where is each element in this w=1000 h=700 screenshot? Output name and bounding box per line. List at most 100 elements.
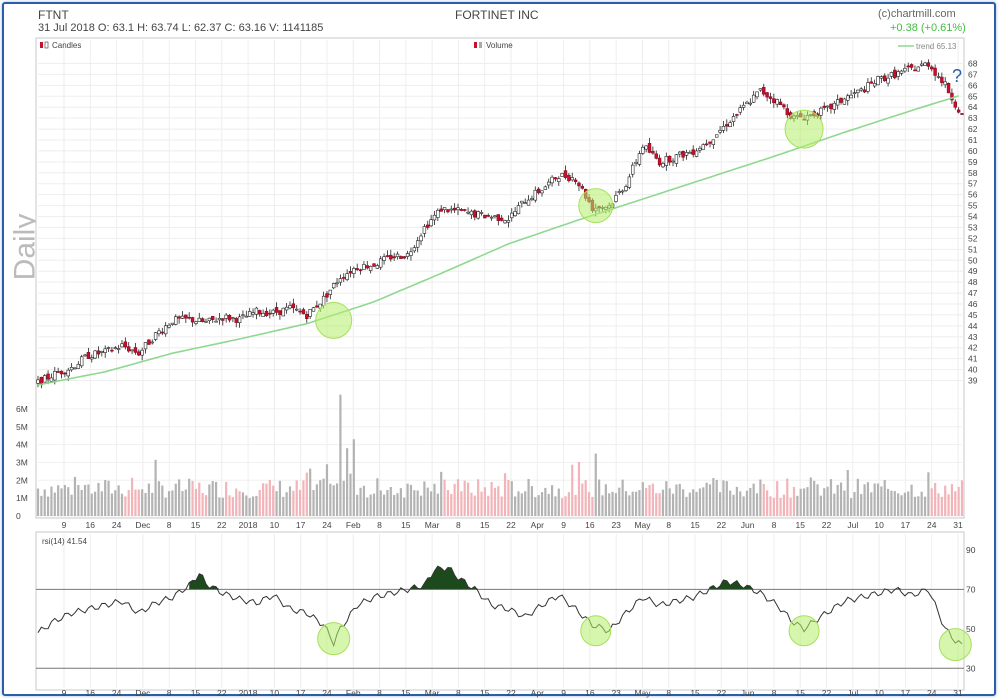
price-tick-label: 39 [968,376,978,386]
highlight-circle [580,615,612,647]
candle-down [725,124,729,127]
volume-bar [759,479,762,516]
volume-bar [57,485,60,516]
rsi-x-tick-label: 22 [717,688,727,698]
candle-up [859,88,863,91]
volume-bar [796,495,799,516]
candle-up [748,102,753,105]
volume-bar [90,493,93,516]
rsi-x-tick-label: Dec [135,688,151,698]
volume-bar [352,439,355,516]
candle-up [271,309,275,314]
candle-up [688,152,692,154]
candle-down [768,96,773,99]
volume-bar [282,496,285,516]
volume-bar [608,493,611,516]
candle-up [456,207,460,211]
volume-bar [70,494,73,516]
volume-bar [540,492,544,516]
candle-up [244,315,249,318]
candle-up [721,125,726,131]
candle-up [335,282,339,285]
volume-bar [389,486,392,516]
volume-bar [272,485,275,516]
volume-bar [214,481,218,516]
volume-bar [782,494,786,516]
candle-up [295,308,299,311]
candle-down [473,210,477,218]
candle-up [560,172,564,177]
volume-bar [251,496,255,516]
candle-up [442,207,447,211]
volume-bar [53,492,56,516]
rsi-x-tick-label: 8 [167,688,172,698]
highlight-circle [315,301,353,339]
volume-bar [668,488,671,516]
volume-bar [483,487,486,516]
candle-down [956,109,961,113]
candle-up [197,317,201,322]
volume-bar [900,495,903,516]
price-tick-label: 51 [968,244,978,254]
candle-down [909,64,914,68]
price-tick-label: 66 [968,80,978,90]
candle-up [36,379,40,384]
volume-bar [816,484,819,516]
candle-up [637,153,642,165]
candle-down [358,269,363,272]
volume-bar [863,484,866,516]
highlight-circle [578,188,614,224]
candle-down [577,182,581,187]
rsi-tick-label: 90 [966,545,976,555]
x-tick-label: 10 [270,520,280,530]
candle-up [923,62,927,66]
volume-bar [779,498,782,516]
x-tick-label: Feb [346,520,361,530]
volume-bar [406,483,409,516]
candle-up [76,364,81,369]
candle-up [503,220,507,224]
volume-bar [218,497,221,516]
candle-up [614,195,618,202]
volume-bar [490,481,493,516]
volume-tick-label: 0 [16,511,21,521]
rsi-indicator [37,565,972,662]
volume-bar [735,486,738,516]
volume-bar [729,490,732,516]
volume-bar [638,490,641,516]
candle-up [550,176,554,184]
rsi-x-tick-label: 24 [112,688,122,698]
volume-bar [910,484,913,516]
candle-up [879,76,884,79]
volume-bar [591,496,594,516]
rsi-x-tick-label: 8 [456,688,461,698]
candle-up [620,190,625,193]
volume-bar [530,486,534,516]
volume-bar [843,490,846,516]
volume-bar [100,491,103,516]
volume-bar [833,493,836,516]
candle-up [832,102,837,110]
candle-down [829,103,833,110]
rsi-x-tick-label: 22 [822,688,832,698]
volume-bar [601,495,604,516]
x-tick-label: Dec [135,520,151,530]
volume-bar [188,478,191,516]
candle-up [466,211,470,214]
candle-up [718,130,722,133]
rsi-x-tick-label: 16 [585,688,595,698]
candle-down [365,265,369,269]
volume-bar [46,496,50,516]
x-tick-label: 9 [561,520,566,530]
x-tick-label: 24 [112,520,122,530]
candle-down [913,69,917,72]
volume-bar [510,481,513,516]
volume-bar [359,487,362,516]
highlight-circle [317,622,351,656]
volume-bar [369,494,372,516]
candle-down [133,347,138,353]
volume-bar [957,486,960,516]
volume-bar [618,487,621,516]
volume-bar [819,495,822,516]
